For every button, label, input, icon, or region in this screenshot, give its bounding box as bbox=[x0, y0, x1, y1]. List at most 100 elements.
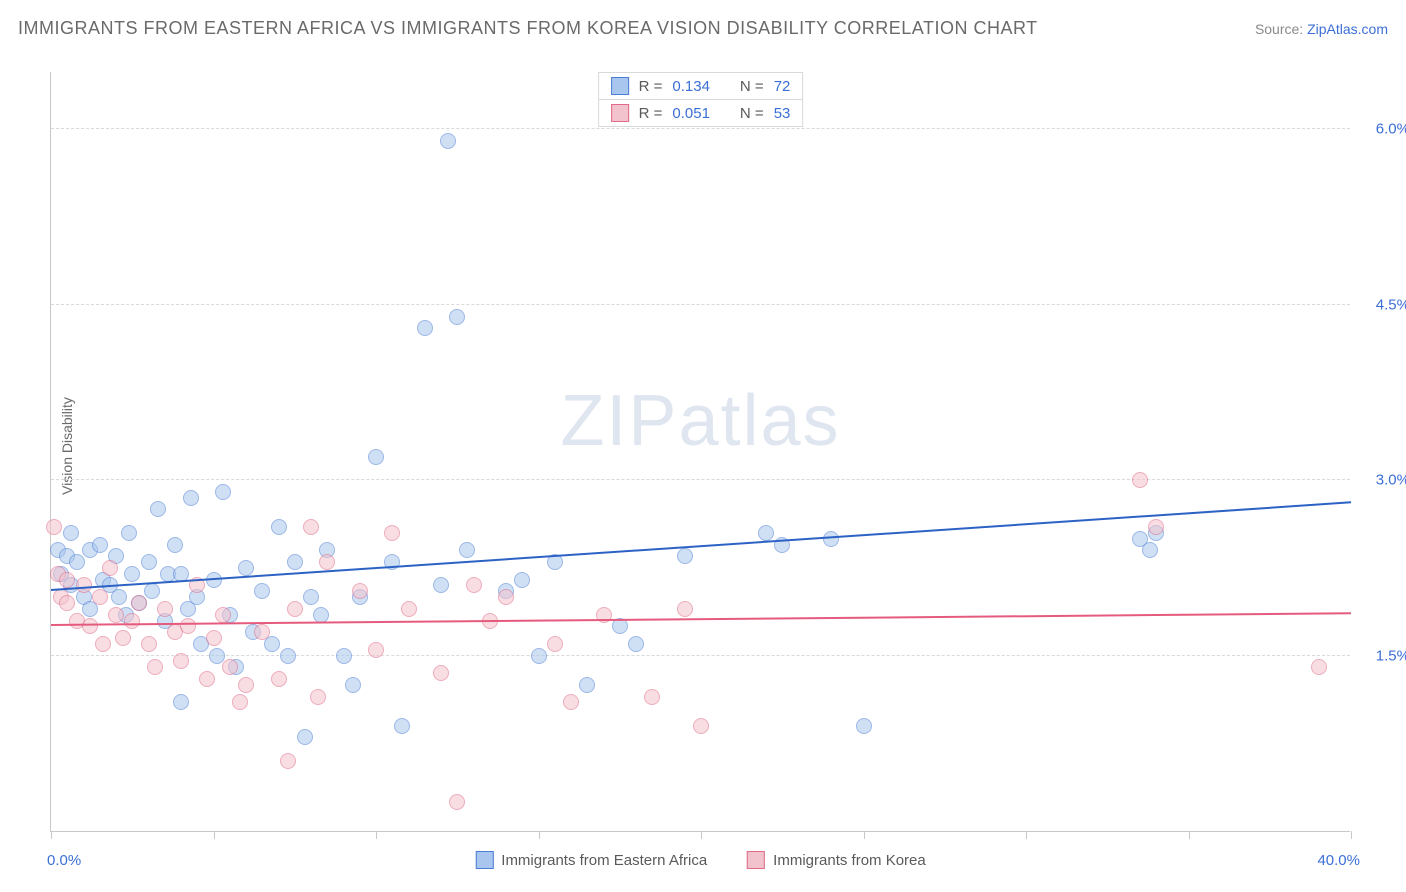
data-point bbox=[215, 484, 231, 500]
n-value-1: 72 bbox=[774, 78, 791, 95]
x-axis-max-label: 40.0% bbox=[1317, 852, 1360, 869]
chart-title: IMMIGRANTS FROM EASTERN AFRICA VS IMMIGR… bbox=[18, 18, 1038, 39]
data-point bbox=[628, 636, 644, 652]
data-point bbox=[1142, 542, 1158, 558]
data-point bbox=[124, 613, 140, 629]
n-label: N = bbox=[740, 105, 764, 122]
data-point bbox=[433, 577, 449, 593]
data-point bbox=[345, 677, 361, 693]
data-point bbox=[449, 309, 465, 325]
data-point bbox=[141, 554, 157, 570]
r-label: R = bbox=[639, 78, 663, 95]
data-point bbox=[124, 566, 140, 582]
data-point bbox=[459, 542, 475, 558]
data-point bbox=[368, 449, 384, 465]
data-point bbox=[46, 519, 62, 535]
y-tick-label: 6.0% bbox=[1360, 121, 1406, 138]
data-point bbox=[141, 636, 157, 652]
data-point bbox=[215, 607, 231, 623]
series-legend: Immigrants from Eastern Africa Immigrant… bbox=[475, 851, 925, 869]
gridline bbox=[51, 304, 1350, 305]
data-point bbox=[303, 519, 319, 535]
x-tick bbox=[51, 831, 52, 839]
data-point bbox=[297, 729, 313, 745]
data-point bbox=[758, 525, 774, 541]
data-point bbox=[313, 607, 329, 623]
x-tick bbox=[1026, 831, 1027, 839]
watermark: ZIPatlas bbox=[560, 380, 840, 462]
data-point bbox=[147, 659, 163, 675]
swatch-series-2 bbox=[747, 851, 765, 869]
x-tick bbox=[539, 831, 540, 839]
legend-item-2: Immigrants from Korea bbox=[747, 851, 926, 869]
data-point bbox=[157, 601, 173, 617]
x-tick bbox=[701, 831, 702, 839]
data-point bbox=[173, 694, 189, 710]
data-point bbox=[271, 671, 287, 687]
r-label: R = bbox=[639, 105, 663, 122]
data-point bbox=[111, 589, 127, 605]
data-point bbox=[108, 607, 124, 623]
data-point bbox=[254, 583, 270, 599]
data-point bbox=[238, 560, 254, 576]
n-label: N = bbox=[740, 78, 764, 95]
data-point bbox=[498, 589, 514, 605]
data-point bbox=[644, 689, 660, 705]
trendline bbox=[51, 613, 1351, 627]
data-point bbox=[206, 630, 222, 646]
swatch-series-1 bbox=[611, 77, 629, 95]
scatter-plot: ZIPatlas R = 0.134 N = 72 R = 0.051 N = … bbox=[50, 72, 1350, 832]
data-point bbox=[167, 537, 183, 553]
data-point bbox=[59, 572, 75, 588]
data-point bbox=[352, 583, 368, 599]
data-point bbox=[82, 618, 98, 634]
data-point bbox=[92, 589, 108, 605]
data-point bbox=[95, 636, 111, 652]
title-bar: IMMIGRANTS FROM EASTERN AFRICA VS IMMIGR… bbox=[18, 18, 1388, 39]
r-value-1: 0.134 bbox=[672, 78, 710, 95]
source-link[interactable]: ZipAtlas.com bbox=[1307, 21, 1388, 37]
data-point bbox=[254, 624, 270, 640]
data-point bbox=[150, 501, 166, 517]
data-point bbox=[433, 665, 449, 681]
data-point bbox=[1311, 659, 1327, 675]
data-point bbox=[303, 589, 319, 605]
data-point bbox=[131, 595, 147, 611]
data-point bbox=[121, 525, 137, 541]
data-point bbox=[1132, 472, 1148, 488]
y-tick-label: 4.5% bbox=[1360, 296, 1406, 313]
data-point bbox=[238, 677, 254, 693]
data-point bbox=[92, 537, 108, 553]
data-point bbox=[693, 718, 709, 734]
data-point bbox=[173, 653, 189, 669]
data-point bbox=[63, 525, 79, 541]
data-point bbox=[69, 554, 85, 570]
y-tick-label: 3.0% bbox=[1360, 472, 1406, 489]
y-tick-label: 1.5% bbox=[1360, 647, 1406, 664]
data-point bbox=[579, 677, 595, 693]
data-point bbox=[287, 601, 303, 617]
data-point bbox=[199, 671, 215, 687]
legend-label-1: Immigrants from Eastern Africa bbox=[501, 852, 707, 869]
swatch-series-2 bbox=[611, 104, 629, 122]
data-point bbox=[466, 577, 482, 593]
x-tick bbox=[1189, 831, 1190, 839]
gridline bbox=[51, 655, 1350, 656]
data-point bbox=[440, 133, 456, 149]
x-tick bbox=[214, 831, 215, 839]
data-point bbox=[209, 648, 225, 664]
data-point bbox=[102, 560, 118, 576]
data-point bbox=[368, 642, 384, 658]
gridline bbox=[51, 479, 1350, 480]
legend-label-2: Immigrants from Korea bbox=[773, 852, 926, 869]
source-attribution: Source: ZipAtlas.com bbox=[1255, 21, 1388, 37]
data-point bbox=[531, 648, 547, 664]
n-value-2: 53 bbox=[774, 105, 791, 122]
source-label: Source: bbox=[1255, 21, 1307, 37]
r-value-2: 0.051 bbox=[672, 105, 710, 122]
data-point bbox=[59, 595, 75, 611]
data-point bbox=[384, 525, 400, 541]
data-point bbox=[310, 689, 326, 705]
data-point bbox=[222, 659, 238, 675]
correlation-stats-legend: R = 0.134 N = 72 R = 0.051 N = 53 bbox=[598, 72, 804, 127]
